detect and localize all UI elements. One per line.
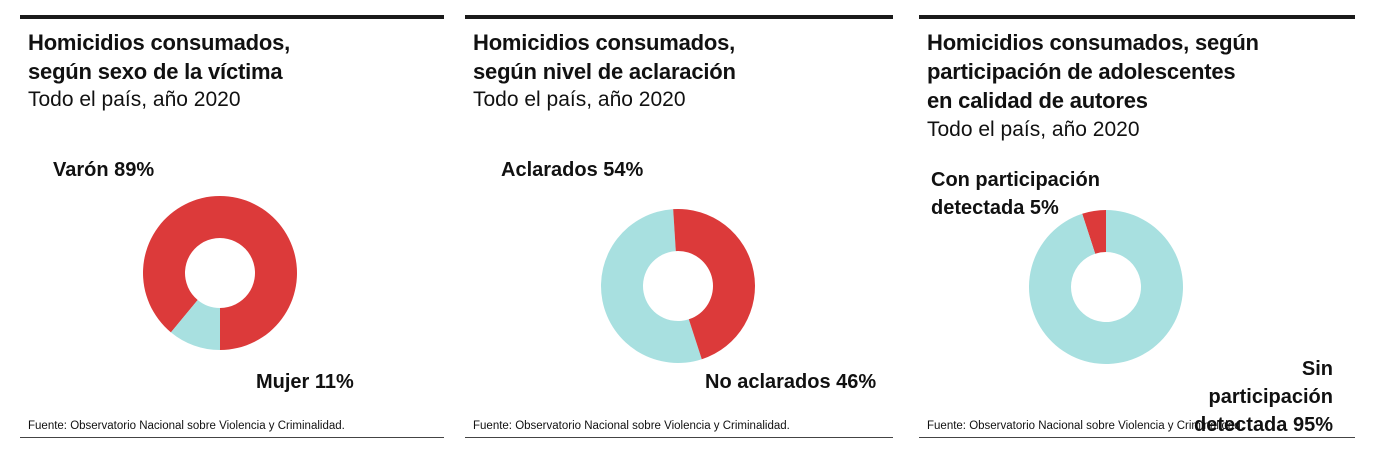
slice-label-mujer: Mujer 11% [256, 371, 354, 393]
donut-slice-aclarados [601, 209, 702, 363]
bottom-rule [20, 437, 444, 438]
donut-chart [1029, 210, 1183, 364]
donut-slice-mujer [170, 299, 220, 350]
bottom-rule [919, 437, 1355, 438]
bottom-rule [465, 437, 893, 438]
chart-title: Homicidios consumados, según sexo de la … [28, 30, 291, 84]
chart-panel-sexo: Homicidios consumados, según sexo de la … [20, 0, 444, 466]
chart-title: Homicidios consumados, según participaci… [927, 30, 1259, 113]
source-note: Fuente: Observatorio Nacional sobre Viol… [927, 420, 1244, 432]
chart-panel-aclaracion: Homicidios consumados, según nivel de ac… [465, 0, 893, 466]
chart-panel-adolescentes: Homicidios consumados, según participaci… [919, 0, 1355, 466]
donut-chart [143, 196, 297, 350]
top-rule [919, 15, 1355, 19]
donut-slice-no-aclarados [673, 209, 755, 360]
chart-subtitle: Todo el país, año 2020 [473, 88, 686, 111]
slice-label-con-participacion: Con participación detectada 5% [931, 169, 1100, 219]
slice-label-varon: Varón 89% [53, 159, 155, 181]
chart-subtitle: Todo el país, año 2020 [28, 88, 241, 111]
donut-chart [601, 209, 755, 363]
slice-label-no-aclarados: No aclarados 46% [705, 371, 877, 393]
donut-slice-con-participaci-n-detectada [1082, 210, 1106, 254]
top-rule [20, 15, 444, 19]
donut-slice-var-n [143, 196, 297, 350]
source-note: Fuente: Observatorio Nacional sobre Viol… [473, 420, 790, 432]
chart-subtitle: Todo el país, año 2020 [927, 118, 1140, 141]
source-note: Fuente: Observatorio Nacional sobre Viol… [28, 420, 345, 432]
top-rule [465, 15, 893, 19]
chart-title: Homicidios consumados, según nivel de ac… [473, 30, 736, 84]
donut-slice-sin-participaci-n-detectada [1029, 210, 1183, 364]
slice-label-sin-participacion: Sin participación detectada 95% [1194, 358, 1333, 436]
slice-label-aclarados: Aclarados 54% [501, 159, 644, 181]
